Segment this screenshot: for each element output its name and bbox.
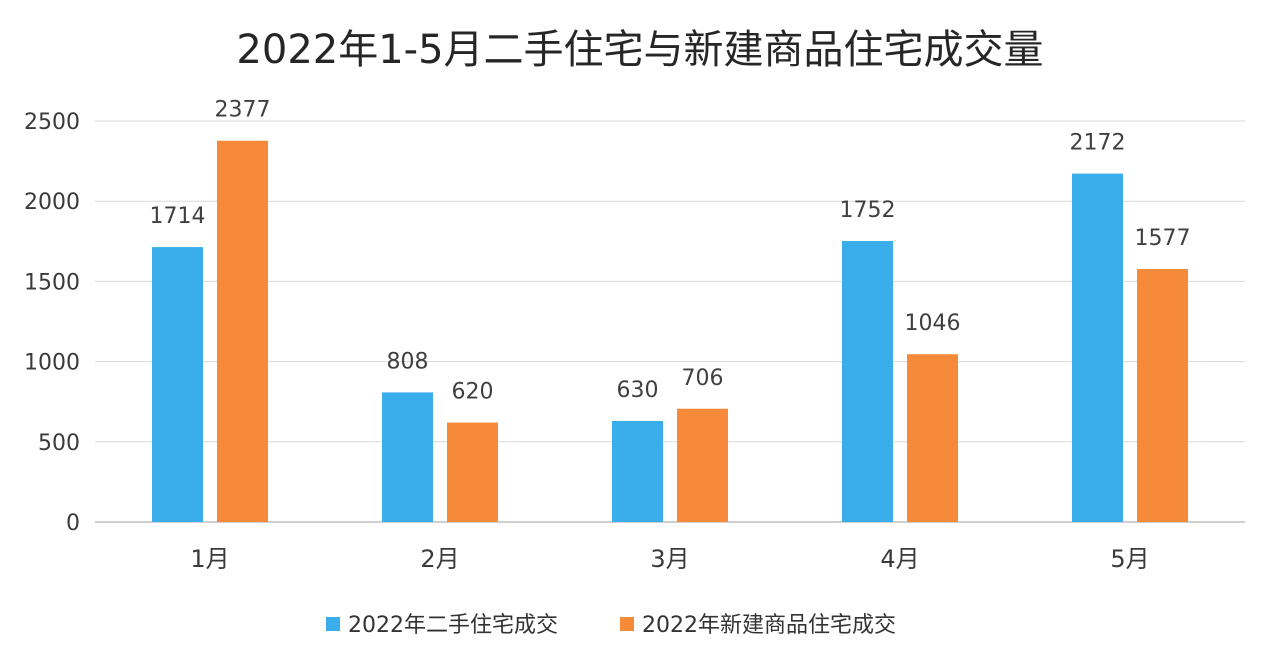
x-tick-label: 5月 <box>1110 545 1149 573</box>
data-label: 1046 <box>905 311 961 336</box>
bar <box>907 354 958 522</box>
data-label: 706 <box>682 366 724 391</box>
data-label: 630 <box>617 378 659 403</box>
bar <box>612 420 663 522</box>
legend: 2022年二手住宅成交 2022年新建商品住宅成交 <box>326 613 896 638</box>
bar <box>447 422 498 522</box>
legend-swatch <box>620 617 634 631</box>
data-label: 808 <box>387 349 429 374</box>
legend-swatch <box>326 617 340 631</box>
chart-title: 2022年1-5月二手住宅与新建商品住宅成交量 <box>236 27 1043 73</box>
bar <box>677 408 728 522</box>
gridlines <box>95 120 1245 523</box>
y-tick-label: 1000 <box>24 351 80 376</box>
bar <box>217 140 268 523</box>
y-axis-ticks: 0 500 1000 1500 2000 2500 <box>24 110 80 536</box>
data-label: 620 <box>452 380 494 405</box>
data-label: 2377 <box>215 98 271 123</box>
y-tick-label: 0 <box>66 511 80 536</box>
legend-label: 2022年新建商品住宅成交 <box>642 613 896 638</box>
x-tick-label: 3月 <box>650 545 689 573</box>
x-tick-label: 4月 <box>880 545 919 573</box>
x-tick-label: 1月 <box>190 545 229 573</box>
y-tick-label: 2000 <box>24 190 80 215</box>
bar <box>382 392 433 522</box>
y-tick-label: 2500 <box>24 110 80 135</box>
data-labels: 1714 2377 808 620 630 706 1752 1046 2172 1577 <box>150 98 1191 405</box>
bars <box>152 140 1188 523</box>
y-tick-label: 500 <box>38 431 80 456</box>
data-label: 1577 <box>1135 226 1191 251</box>
bar <box>1072 173 1123 522</box>
legend-label: 2022年二手住宅成交 <box>348 613 558 638</box>
data-label: 1752 <box>840 198 896 223</box>
data-label: 1714 <box>150 204 206 229</box>
y-tick-label: 1500 <box>24 270 80 295</box>
data-label: 2172 <box>1070 131 1126 156</box>
bar <box>1137 269 1188 522</box>
x-axis-ticks: 1月 2月 3月 4月 5月 <box>190 545 1149 573</box>
x-tick-label: 2月 <box>420 545 459 573</box>
bar <box>152 247 203 522</box>
bar <box>842 240 893 523</box>
